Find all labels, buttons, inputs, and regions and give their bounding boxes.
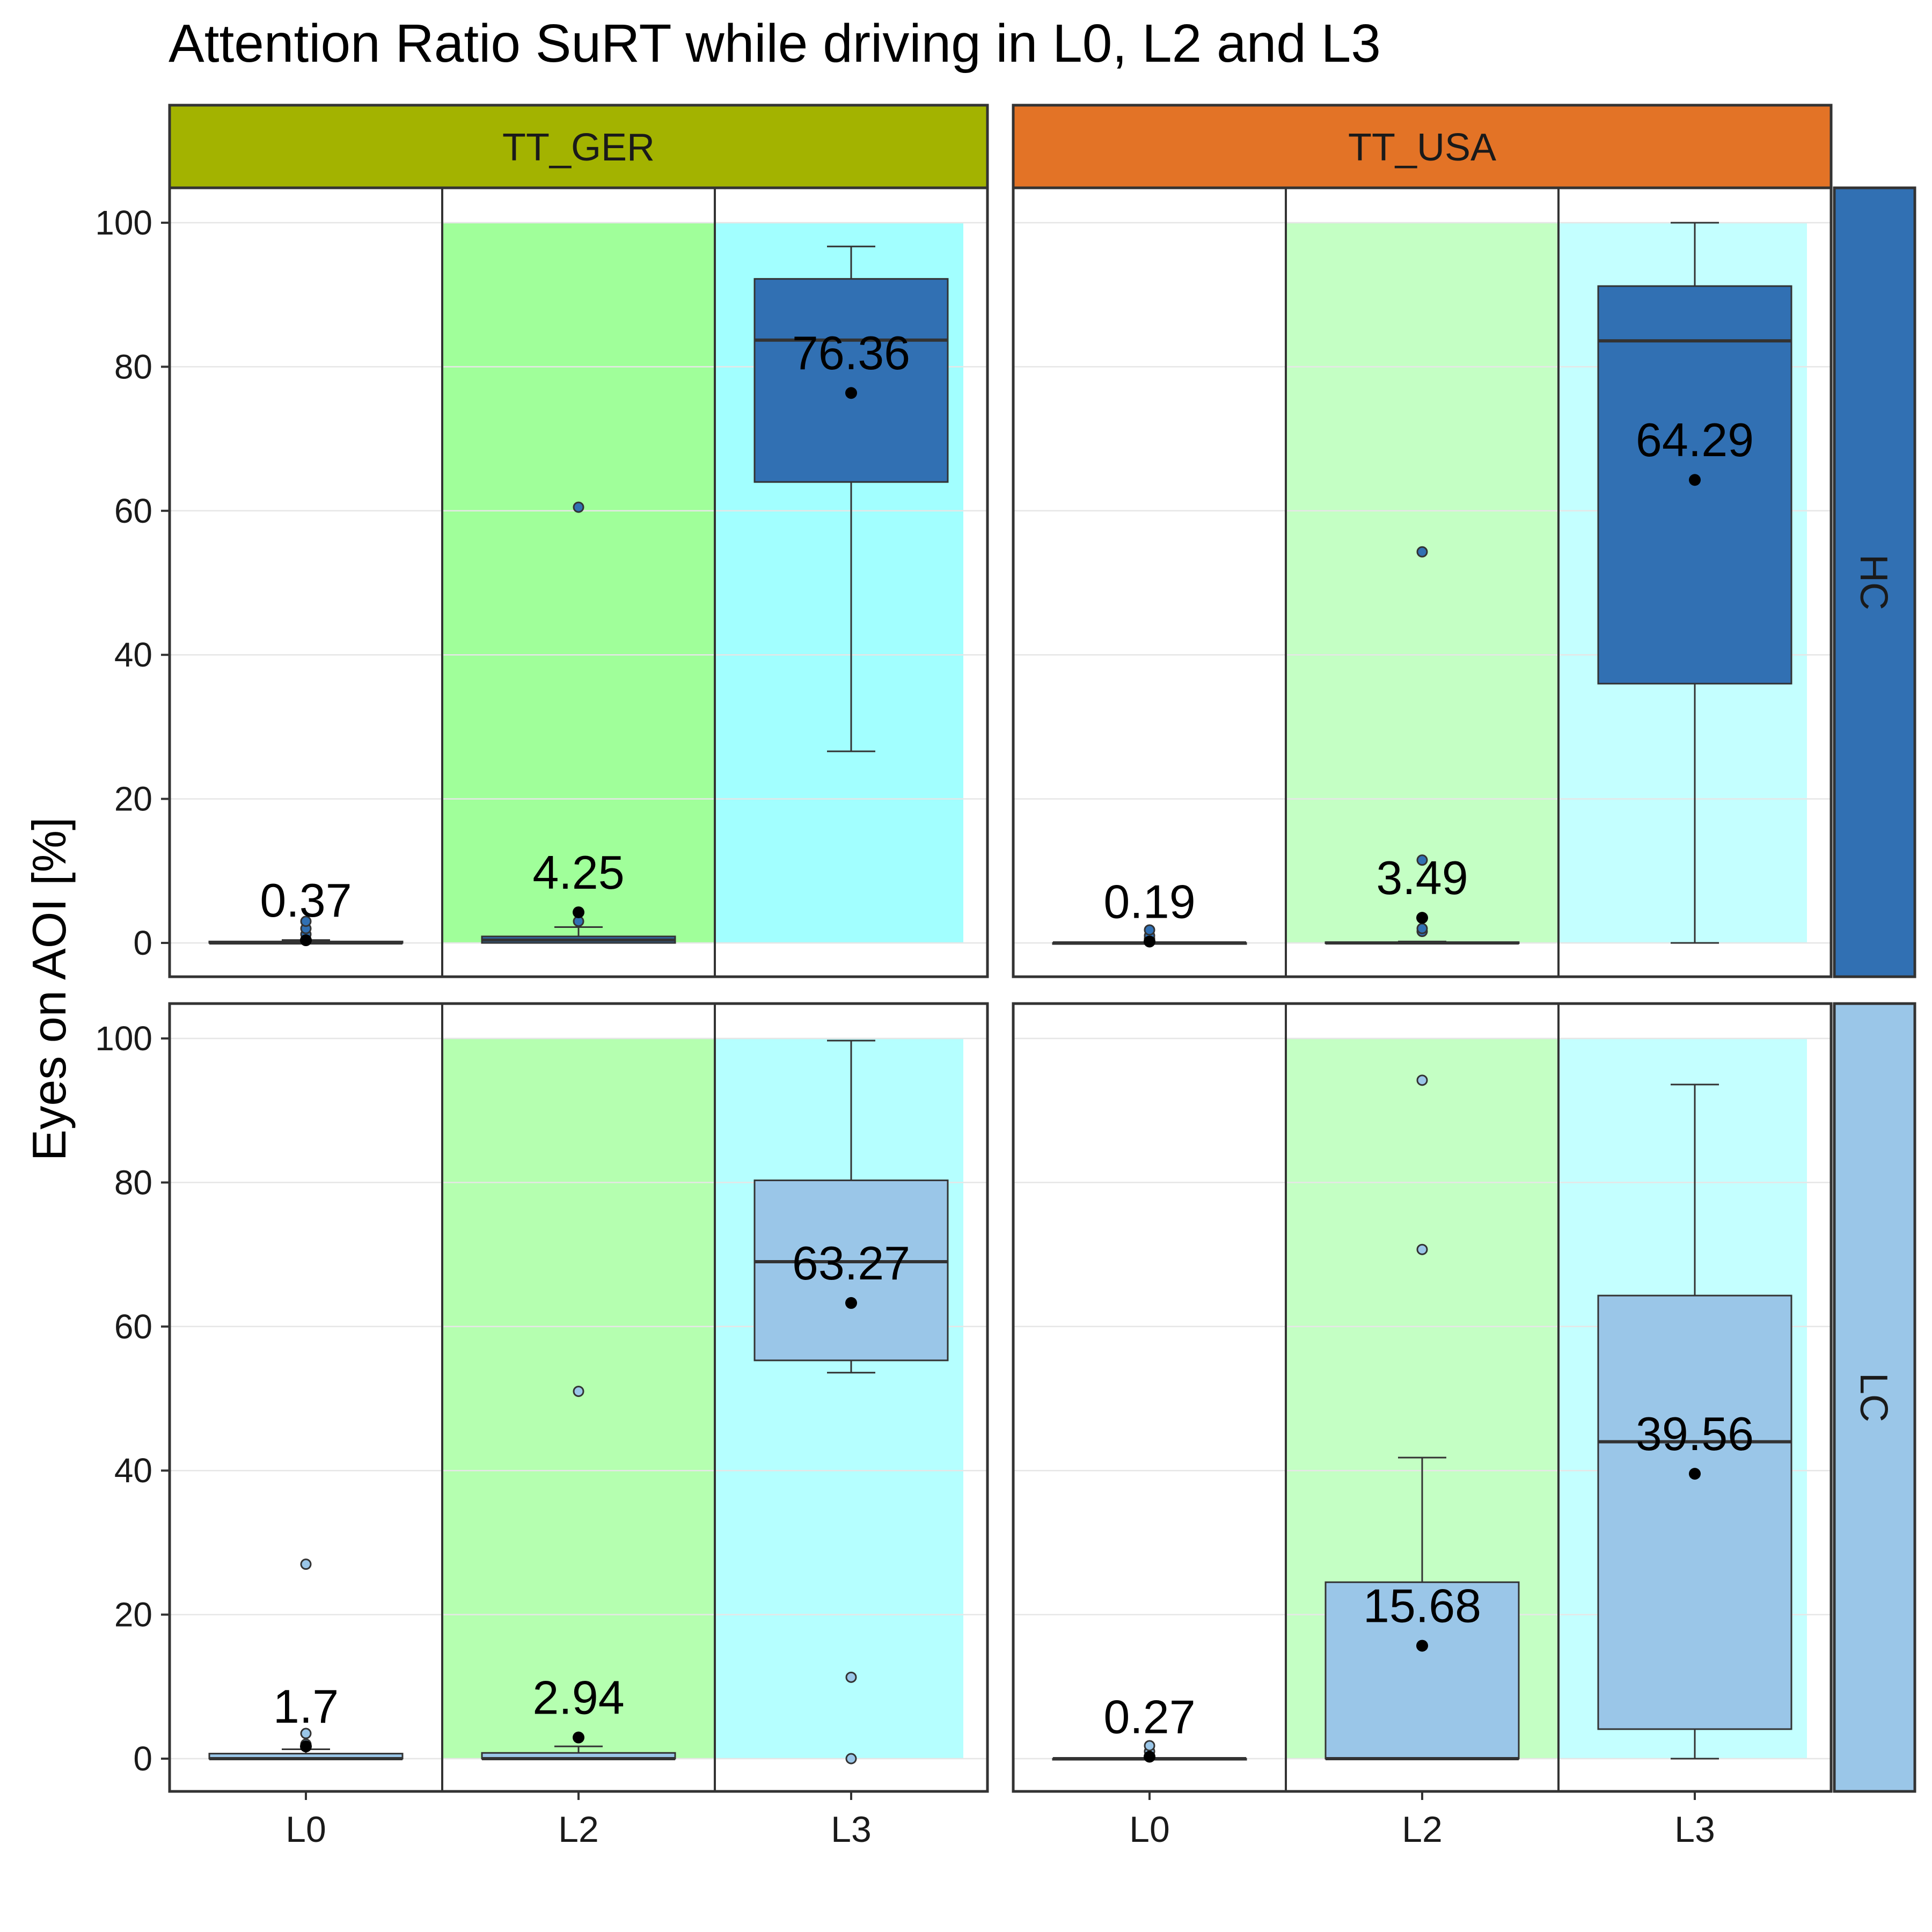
facet-strip-tt-usa xyxy=(1012,104,1833,189)
x-tick-label: L3 xyxy=(831,1809,872,1850)
panel-border xyxy=(1012,186,1833,978)
facet-strip-label: HC xyxy=(1852,554,1895,610)
mean-label: 39.56 xyxy=(1636,1407,1754,1460)
chart-title: Attention Ratio SuRT while driving in L0… xyxy=(169,13,1381,74)
mean-point xyxy=(845,387,857,399)
background-band-l2 xyxy=(442,223,715,943)
box-iqr xyxy=(1324,1581,1520,1760)
facet-strip-hc xyxy=(1833,186,1916,978)
mean-label: 3.49 xyxy=(1376,851,1468,904)
y-tick-label: 60 xyxy=(114,492,152,530)
boxplot-l0: 0.37 xyxy=(208,874,404,947)
y-tick-label: 100 xyxy=(95,203,152,242)
mean-point xyxy=(300,934,312,947)
outlier-point xyxy=(573,1386,584,1397)
facet-strip-tt-ger xyxy=(168,104,989,189)
box-iqr xyxy=(753,1179,949,1362)
outlier-point xyxy=(1416,923,1428,934)
x-tick-label: L2 xyxy=(558,1809,599,1850)
mean-point xyxy=(1689,474,1701,486)
x-tick-label: L2 xyxy=(1402,1809,1443,1850)
outlier-point xyxy=(1144,924,1155,936)
outlier-point xyxy=(300,1728,312,1739)
mean-label: 15.68 xyxy=(1363,1579,1481,1633)
boxplot-l0: 0.19 xyxy=(1052,875,1247,948)
mean-point xyxy=(573,1731,584,1744)
mean-point xyxy=(1144,1751,1155,1763)
mean-point xyxy=(845,1297,857,1309)
outlier-point xyxy=(845,1671,857,1683)
mean-point xyxy=(1416,912,1428,924)
outlier-point xyxy=(300,1558,312,1570)
boxplot-l2: 15.68 xyxy=(1324,1074,1520,1760)
outlier-point xyxy=(845,1753,857,1765)
boxplot-l2: 4.25 xyxy=(481,501,676,944)
y-tick-label: 60 xyxy=(114,1307,152,1346)
mean-point xyxy=(1689,1468,1701,1480)
background-band-l2 xyxy=(442,1038,715,1759)
facet-strip-label: TT_GER xyxy=(502,126,655,169)
plot-area: TT_GER TT_USA HC LC 0.37 4.25 76.36 0 20 40 60 80 10… xyxy=(95,104,1916,1850)
boxplot-l3: 39.56 xyxy=(1597,1084,1792,1760)
outlier-point xyxy=(1416,1074,1428,1086)
mean-label: 4.25 xyxy=(532,846,624,899)
boxplot-l2: 3.49 xyxy=(1324,546,1520,945)
panel-tt-usa-lc: 0.27 15.68 39.56 L0 L2 L3 xyxy=(1012,1002,1833,1850)
y-tick-label: 40 xyxy=(114,635,152,674)
x-tick-label: L0 xyxy=(286,1809,326,1850)
mean-point xyxy=(1416,1640,1428,1652)
boxplot-l2: 2.94 xyxy=(481,1386,676,1760)
y-tick-label: 20 xyxy=(114,1596,152,1634)
facet-strip-label: LC xyxy=(1852,1373,1895,1422)
outlier-point xyxy=(300,916,312,927)
mean-point xyxy=(1144,935,1155,948)
x-tick-label: L3 xyxy=(1674,1809,1715,1850)
outlier-point xyxy=(1416,1243,1428,1255)
boxplot-l3: 64.29 xyxy=(1597,222,1792,944)
facet-strip-label: TT_USA xyxy=(1348,126,1496,169)
mean-label: 63.27 xyxy=(792,1236,910,1290)
boxplot-l0: 1.7 xyxy=(208,1558,404,1760)
box-iqr xyxy=(753,278,949,483)
panel-tt-ger-hc: 0.37 4.25 76.36 0 20 40 60 80 100 xyxy=(95,186,989,978)
box-iqr xyxy=(1597,1294,1792,1730)
x-tick-label: L0 xyxy=(1129,1809,1170,1850)
facet-strip-lc xyxy=(1833,1002,1916,1793)
outlier-point xyxy=(1144,1740,1155,1752)
outlier-point xyxy=(1416,854,1428,866)
y-tick-label: 0 xyxy=(133,1739,152,1778)
y-axis-label: Eyes on AOI [%] xyxy=(23,817,76,1161)
mean-label: 1.7 xyxy=(273,1680,339,1733)
mean-label: 76.36 xyxy=(792,326,910,379)
y-tick-label: 80 xyxy=(114,1163,152,1202)
background-band-l3 xyxy=(715,1038,963,1759)
panel-border xyxy=(168,186,989,978)
panel-tt-usa-hc: 0.19 3.49 64.29 xyxy=(1012,186,1833,978)
y-tick-label: 100 xyxy=(95,1019,152,1058)
y-tick-label: 0 xyxy=(133,924,152,962)
mean-point xyxy=(573,906,584,918)
mean-label: 0.27 xyxy=(1103,1690,1195,1743)
mean-label: 64.29 xyxy=(1636,413,1754,466)
outlier-point xyxy=(1416,546,1428,558)
boxplot-l3: 63.27 xyxy=(753,1040,949,1765)
y-tick-label: 40 xyxy=(114,1451,152,1490)
y-tick-label: 20 xyxy=(114,780,152,818)
mean-label: 0.19 xyxy=(1103,875,1195,928)
mean-label: 0.37 xyxy=(260,874,352,927)
background-band-l2 xyxy=(1286,223,1558,943)
y-tick-label: 80 xyxy=(114,347,152,386)
boxplot-l3: 76.36 xyxy=(753,245,949,752)
mean-point xyxy=(300,1740,312,1753)
panel-tt-ger-lc: 1.7 2.94 63.27 0 20 40 60 80 100 L0 L2 L3 xyxy=(95,1002,989,1850)
mean-label: 2.94 xyxy=(532,1671,624,1724)
outlier-point xyxy=(573,501,584,513)
boxplot-l0: 0.27 xyxy=(1052,1690,1247,1763)
